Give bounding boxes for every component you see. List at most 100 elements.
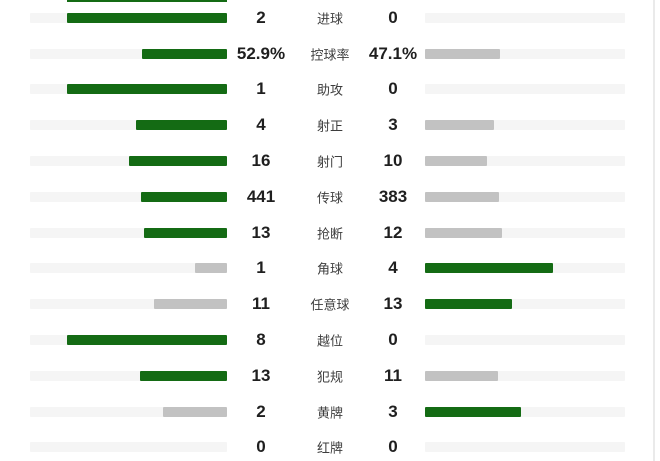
stat-label: 抢断 [316, 226, 343, 242]
home-bar-track [30, 191, 227, 202]
away-bar-fill [425, 263, 553, 274]
stat-row: 13 犯规 11 [0, 358, 660, 394]
away-bar-fill [425, 370, 498, 381]
away-value: 0 [388, 330, 398, 350]
home-bar-track [30, 84, 227, 95]
home-bar-track [30, 120, 227, 131]
home-bar-track [30, 263, 227, 274]
stat-row: 4 射正 3 [0, 107, 660, 143]
home-bar-fill [144, 227, 227, 238]
stat-row: 11 任意球 13 [0, 286, 660, 322]
away-bar-track [425, 156, 625, 167]
away-value: 3 [388, 401, 398, 421]
stat-row: 13 抢断 12 [0, 215, 660, 251]
away-value: 47.1% [368, 43, 418, 63]
home-value: 1 [256, 258, 266, 278]
home-bar-fill [163, 406, 227, 417]
away-bar-track [425, 263, 625, 274]
home-bar-track [30, 442, 227, 453]
stat-row: 8 越位 0 [0, 322, 660, 358]
home-bar-fill [67, 335, 227, 346]
home-bar-fill [140, 370, 227, 381]
stat-row: 2 进球 0 [0, 0, 660, 36]
away-value: 383 [378, 186, 408, 206]
away-bar-fill [425, 406, 521, 417]
home-bar-fill [129, 156, 227, 167]
home-bar-fill [67, 12, 227, 23]
home-value: 2 [256, 401, 266, 421]
away-bar-fill [425, 191, 499, 202]
home-bar-fill [141, 191, 227, 202]
away-bar-track [425, 335, 625, 346]
home-value: 441 [246, 186, 276, 206]
away-bar-track [425, 370, 625, 381]
away-bar-fill [425, 48, 500, 59]
home-value: 52.9% [236, 43, 286, 63]
away-bar-track [425, 48, 625, 59]
home-bar-fill [136, 120, 227, 131]
away-value: 0 [388, 7, 398, 27]
stat-label: 红牌 [316, 440, 343, 456]
home-bar-track [30, 299, 227, 310]
away-value: 4 [388, 258, 398, 278]
stat-label: 角球 [316, 261, 343, 277]
away-bar-track [425, 227, 625, 238]
home-bar-track [30, 12, 227, 23]
home-value: 13 [251, 222, 271, 242]
home-bar-fill [67, 84, 227, 95]
away-value: 13 [383, 294, 403, 314]
stat-row: 1 助攻 0 [0, 72, 660, 108]
home-value: 4 [256, 115, 266, 135]
home-value: 16 [251, 151, 271, 171]
stat-label: 射门 [316, 154, 343, 170]
away-bar-track [425, 84, 625, 95]
home-value: 13 [251, 365, 271, 385]
away-bar-fill [425, 156, 487, 167]
away-value: 0 [388, 79, 398, 99]
home-bar-track [30, 227, 227, 238]
home-bar-track [30, 406, 227, 417]
stat-row: 2 黄牌 3 [0, 394, 660, 430]
away-bar-fill [425, 227, 502, 238]
away-value: 0 [388, 437, 398, 457]
stat-label: 射正 [316, 118, 343, 134]
home-value: 8 [256, 330, 266, 350]
stat-label: 越位 [316, 333, 343, 349]
stat-label: 任意球 [310, 297, 350, 313]
home-bar-fill [154, 299, 227, 310]
stat-row: 0 红牌 0 [0, 430, 660, 461]
home-bar-fill [142, 48, 227, 59]
home-bar-track [30, 370, 227, 381]
home-value: 1 [256, 79, 266, 99]
page-edge-line [653, 0, 655, 461]
home-value: 0 [256, 437, 266, 457]
away-bar-fill [425, 299, 512, 310]
home-value: 11 [252, 294, 270, 314]
away-bar-track [425, 406, 625, 417]
away-value: 11 [384, 365, 402, 385]
away-bar-fill [425, 120, 494, 131]
home-bar-fill [195, 263, 227, 274]
home-bar-track [30, 335, 227, 346]
stat-label: 传球 [316, 190, 343, 206]
cutoff-bar-sliver [67, 0, 227, 2]
home-bar-track [30, 156, 227, 167]
away-bar-track [425, 12, 625, 23]
home-value: 2 [256, 7, 266, 27]
stat-label: 助攻 [316, 82, 343, 98]
away-bar-track [425, 299, 625, 310]
stat-row: 441 传球 383 [0, 179, 660, 215]
away-bar-track [425, 191, 625, 202]
stat-label: 黄牌 [316, 405, 343, 421]
stat-label: 犯规 [316, 369, 343, 385]
home-bar-track [30, 48, 227, 59]
away-value: 12 [383, 222, 403, 242]
stat-label: 控球率 [310, 47, 350, 63]
away-bar-track [425, 442, 625, 453]
stat-row: 16 射门 10 [0, 143, 660, 179]
stat-label: 进球 [316, 11, 343, 27]
stat-row: 52.9% 控球率 47.1% [0, 36, 660, 72]
away-value: 10 [383, 151, 403, 171]
away-value: 3 [388, 115, 398, 135]
